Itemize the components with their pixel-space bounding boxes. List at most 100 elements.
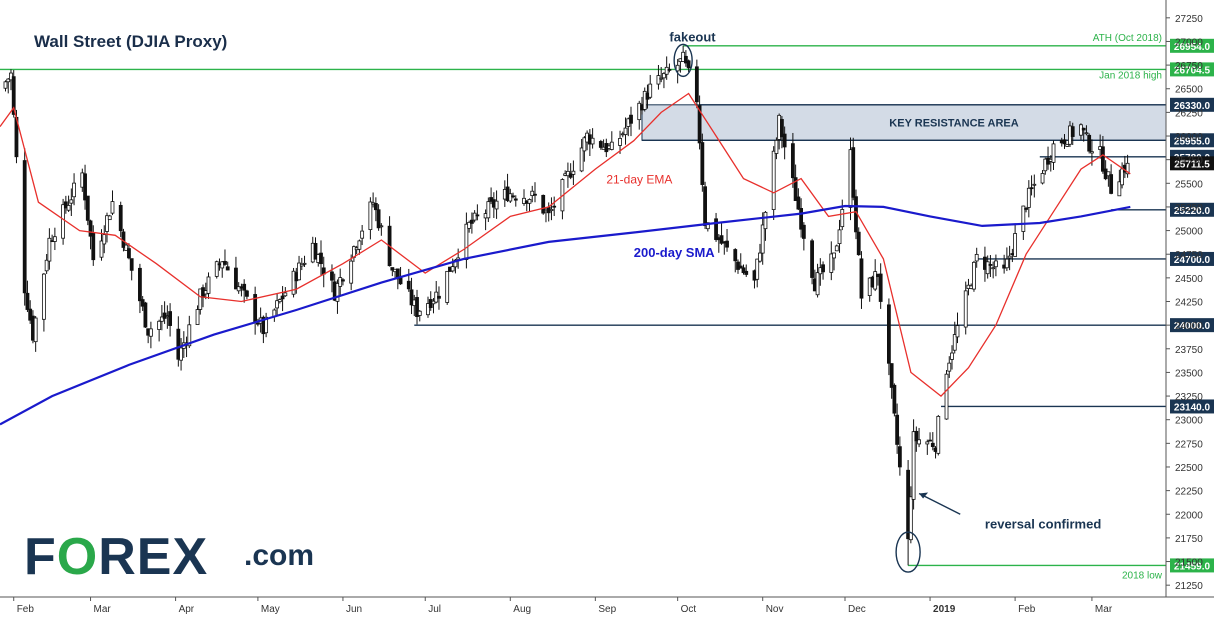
candle-body [1065, 144, 1070, 147]
candle-body [195, 309, 200, 325]
candle-body [124, 244, 129, 251]
candle-body [895, 414, 900, 445]
candle-body [725, 240, 729, 248]
time-tick-label: Mar [1095, 604, 1113, 615]
candle-body [568, 173, 573, 178]
candle-body [127, 248, 131, 259]
price-tick-label: 23000 [1175, 416, 1203, 427]
time-tick-label: May [261, 604, 280, 615]
candle-body [417, 310, 422, 316]
last-price-label: 25711.5 [1174, 159, 1210, 170]
candle-body [179, 347, 183, 361]
level-tag [1170, 399, 1214, 414]
candle-body [889, 363, 894, 388]
candle-body [629, 114, 633, 124]
candle-body [840, 209, 845, 228]
candle-body [1051, 143, 1056, 163]
candle-body [431, 300, 436, 305]
candle-body [242, 283, 247, 291]
candle-body [1043, 158, 1048, 172]
candle-body [349, 260, 354, 284]
candle-body [319, 252, 323, 265]
resistance-zone-label: KEY RESISTANCE AREA [889, 118, 1018, 130]
level-tag-label: 26704.5 [1174, 65, 1211, 76]
level-tag [1170, 62, 1214, 77]
candle-body [453, 259, 458, 268]
candle-body [917, 439, 921, 445]
level-tag-label: 23140.0 [1174, 402, 1211, 413]
logo-letters-rex: REX [98, 528, 209, 586]
candle-body [1087, 134, 1092, 152]
price-tick-label: 23500 [1175, 368, 1203, 379]
candle-body [974, 253, 979, 262]
candle-body [368, 201, 373, 231]
candle-body [914, 430, 919, 442]
candle-body [118, 204, 123, 232]
candle-body [719, 235, 724, 244]
candle-body [41, 273, 46, 320]
candle-body [851, 147, 856, 198]
candle-body [859, 258, 864, 299]
candle-body [472, 212, 477, 221]
candle-body [245, 290, 249, 297]
candle-body [11, 76, 16, 115]
time-tick-label: Jul [428, 604, 441, 615]
candle-body [330, 271, 334, 281]
candle-body [138, 267, 142, 302]
candle-body [618, 138, 622, 146]
candle-body [159, 316, 164, 322]
candle-body [1040, 173, 1045, 184]
candle-body [360, 230, 365, 239]
candle-body [991, 267, 996, 270]
candle-body [700, 142, 705, 185]
candle-body [683, 55, 688, 64]
candle-body [341, 279, 345, 282]
candle-body [697, 105, 702, 144]
level-tag-label: 25220.0 [1174, 206, 1211, 217]
candle-body [264, 316, 269, 334]
candle-body [793, 177, 798, 202]
candle-body [409, 289, 414, 306]
level-tag-label: 24700.0 [1174, 255, 1211, 266]
candle-body [1100, 146, 1105, 172]
candle-body [494, 200, 499, 210]
candle-body [426, 303, 430, 316]
candle-body [297, 262, 301, 281]
level-tag-label: 26330.0 [1174, 101, 1211, 112]
time-tick-label: Apr [179, 604, 195, 615]
candle-body [782, 133, 787, 148]
candle-body [3, 81, 8, 89]
candle-body [105, 215, 109, 232]
price-tick-label: 24500 [1175, 274, 1203, 285]
candle-body [952, 334, 957, 351]
candle-body [469, 219, 474, 224]
price-tick-label: 21500 [1175, 558, 1203, 569]
candle-body [25, 292, 30, 310]
candle-body [61, 204, 66, 239]
candle-body [985, 261, 990, 275]
candle-body [511, 195, 515, 198]
logo-letter-f: F [24, 528, 57, 586]
candle-body [206, 276, 211, 294]
candle-body [801, 224, 806, 239]
candle-body [705, 222, 710, 230]
candle-body [406, 280, 411, 290]
candle-body [275, 300, 279, 309]
ema21-line [0, 92, 1131, 397]
candle-body [733, 249, 738, 262]
candle-body [832, 252, 836, 259]
candle-body [972, 261, 976, 290]
price-tick-label: 22000 [1175, 510, 1203, 521]
level-tag-label: 25955.0 [1174, 136, 1211, 147]
candle-body [925, 441, 930, 445]
price-tick-label: 21750 [1175, 534, 1203, 545]
price-tick-label: 22250 [1175, 487, 1203, 498]
candle-body [533, 193, 537, 196]
candle-body [28, 308, 33, 321]
candle-body [234, 267, 238, 290]
candle-body [236, 286, 241, 292]
chart-title: Wall Street (DJIA Proxy) [34, 32, 228, 51]
level-tag [1170, 251, 1214, 266]
candle-body [220, 261, 225, 269]
annotation-label: fakeout [669, 29, 716, 44]
